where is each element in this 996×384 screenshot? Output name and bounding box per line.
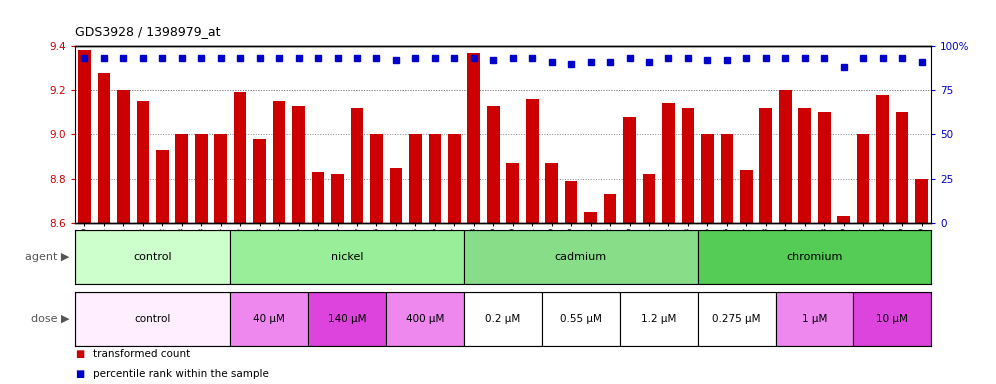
Bar — [526, 99, 539, 223]
Bar — [78, 50, 91, 223]
Text: agent ▶: agent ▶ — [25, 252, 70, 262]
Bar — [428, 134, 441, 223]
Bar — [697, 292, 776, 346]
Bar — [720, 134, 733, 223]
Bar — [448, 134, 460, 223]
Bar — [681, 108, 694, 223]
Bar — [546, 163, 558, 223]
Text: ■: ■ — [75, 349, 84, 359]
Bar — [464, 230, 697, 284]
Bar — [915, 179, 928, 223]
Bar — [118, 90, 129, 223]
Text: control: control — [133, 252, 172, 262]
Bar — [760, 108, 772, 223]
Text: 400 μM: 400 μM — [406, 314, 444, 324]
Bar — [620, 292, 697, 346]
Bar — [214, 134, 227, 223]
Bar — [895, 113, 908, 223]
Bar — [854, 292, 931, 346]
Text: 1 μM: 1 μM — [802, 314, 827, 324]
Bar — [136, 101, 149, 223]
Text: control: control — [134, 314, 170, 324]
Bar — [273, 101, 286, 223]
Bar — [195, 134, 207, 223]
Bar — [565, 181, 578, 223]
Text: dose ▶: dose ▶ — [31, 314, 70, 324]
Bar — [75, 230, 230, 284]
Bar — [156, 150, 168, 223]
Text: 0.55 μM: 0.55 μM — [560, 314, 602, 324]
Bar — [838, 216, 850, 223]
Bar — [98, 73, 111, 223]
Text: transformed count: transformed count — [93, 349, 190, 359]
Bar — [740, 170, 753, 223]
Bar — [386, 292, 464, 346]
Bar — [776, 292, 854, 346]
Bar — [818, 113, 831, 223]
Bar — [230, 230, 464, 284]
Bar — [799, 108, 811, 223]
Bar — [487, 106, 500, 223]
Bar — [75, 292, 230, 346]
Bar — [585, 212, 597, 223]
Text: 0.2 μM: 0.2 μM — [485, 314, 521, 324]
Bar — [604, 194, 617, 223]
Bar — [234, 93, 246, 223]
Bar — [351, 108, 364, 223]
Text: 1.2 μM: 1.2 μM — [641, 314, 676, 324]
Text: 40 μM: 40 μM — [253, 314, 285, 324]
Text: chromium: chromium — [786, 252, 843, 262]
Bar — [312, 172, 325, 223]
Bar — [876, 95, 888, 223]
Bar — [701, 134, 714, 223]
Bar — [389, 167, 402, 223]
Bar — [371, 134, 382, 223]
Bar — [857, 134, 870, 223]
Bar — [642, 174, 655, 223]
Bar — [662, 103, 674, 223]
Bar — [332, 174, 344, 223]
Bar — [542, 292, 620, 346]
Bar — [253, 139, 266, 223]
Text: ■: ■ — [75, 369, 84, 379]
Bar — [175, 134, 188, 223]
Text: GDS3928 / 1398979_at: GDS3928 / 1398979_at — [75, 25, 220, 38]
Text: nickel: nickel — [331, 252, 364, 262]
Text: 10 μM: 10 μM — [876, 314, 908, 324]
Bar — [292, 106, 305, 223]
Bar — [309, 292, 386, 346]
Bar — [697, 230, 931, 284]
Bar — [506, 163, 519, 223]
Bar — [779, 90, 792, 223]
Text: 0.275 μM: 0.275 μM — [712, 314, 761, 324]
Bar — [623, 117, 635, 223]
Text: 140 μM: 140 μM — [328, 314, 367, 324]
Bar — [230, 292, 309, 346]
Bar — [409, 134, 421, 223]
Bar — [464, 292, 542, 346]
Bar — [467, 53, 480, 223]
Text: cadmium: cadmium — [555, 252, 607, 262]
Text: percentile rank within the sample: percentile rank within the sample — [93, 369, 269, 379]
